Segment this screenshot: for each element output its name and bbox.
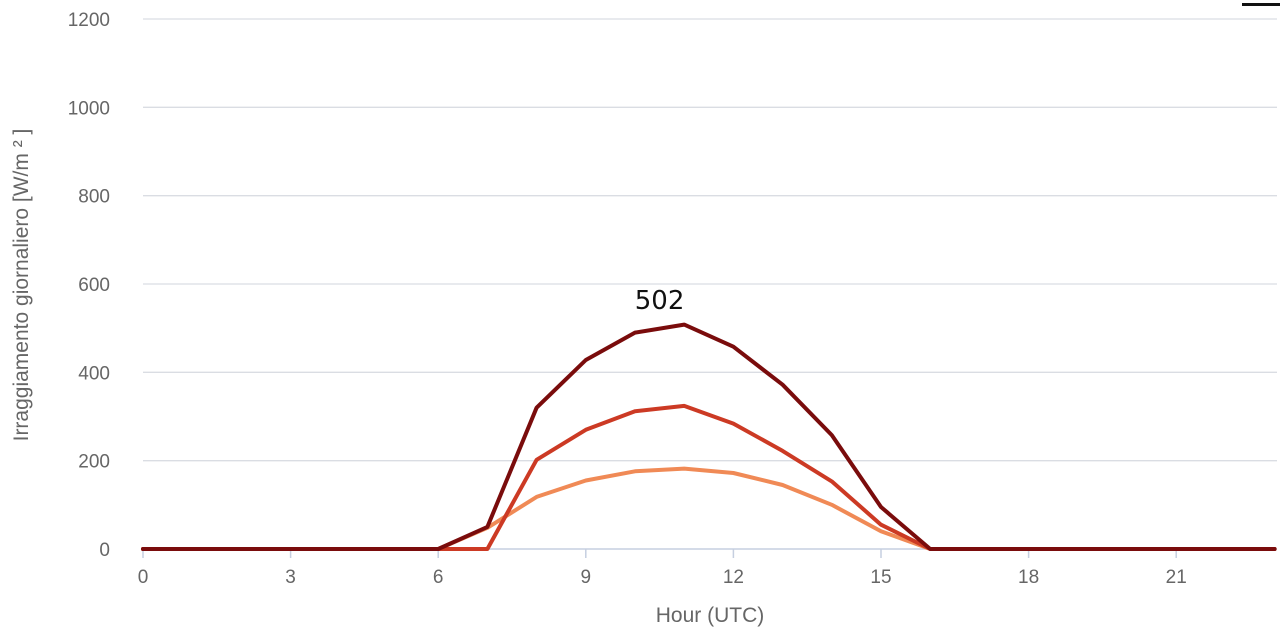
series-line-3	[141, 466, 1277, 551]
x-tick-label: 0	[138, 567, 149, 588]
y-axis-title: Irraggiamento giornaliero [W/m ² ]	[10, 129, 33, 442]
peak-value-label: 502	[635, 286, 685, 316]
series-lines	[141, 322, 1277, 551]
x-tick-label: 21	[1166, 567, 1187, 588]
x-axis-title: Hour (UTC)	[656, 604, 765, 627]
y-tick-label: 600	[78, 275, 110, 296]
y-tick-label: 200	[78, 452, 110, 473]
y-tick-label: 400	[78, 363, 110, 384]
y-axis-tick-labels: 0 200 400 600 800 1000 1200	[68, 10, 110, 561]
x-tick-label: 6	[433, 567, 444, 588]
x-tick-label: 15	[870, 567, 891, 588]
y-tick-label: 1000	[68, 98, 110, 119]
x-tick-label: 12	[723, 567, 744, 588]
series-line-1	[141, 322, 1277, 551]
x-tick-label: 18	[1018, 567, 1039, 588]
x-axis-tick-labels: 0 3 6 9 12 15 18 21	[138, 549, 1187, 588]
y-tick-label: 800	[78, 187, 110, 208]
y-tick-label: 0	[99, 540, 110, 561]
x-tick-label: 9	[581, 567, 592, 588]
x-tick-label: 3	[285, 567, 296, 588]
corner-menu-icon[interactable]	[1242, 0, 1280, 6]
gridlines	[143, 18, 1277, 550]
annotations: 502	[635, 286, 685, 316]
series-line-2	[141, 403, 1277, 551]
y-tick-label: 1200	[68, 10, 110, 31]
